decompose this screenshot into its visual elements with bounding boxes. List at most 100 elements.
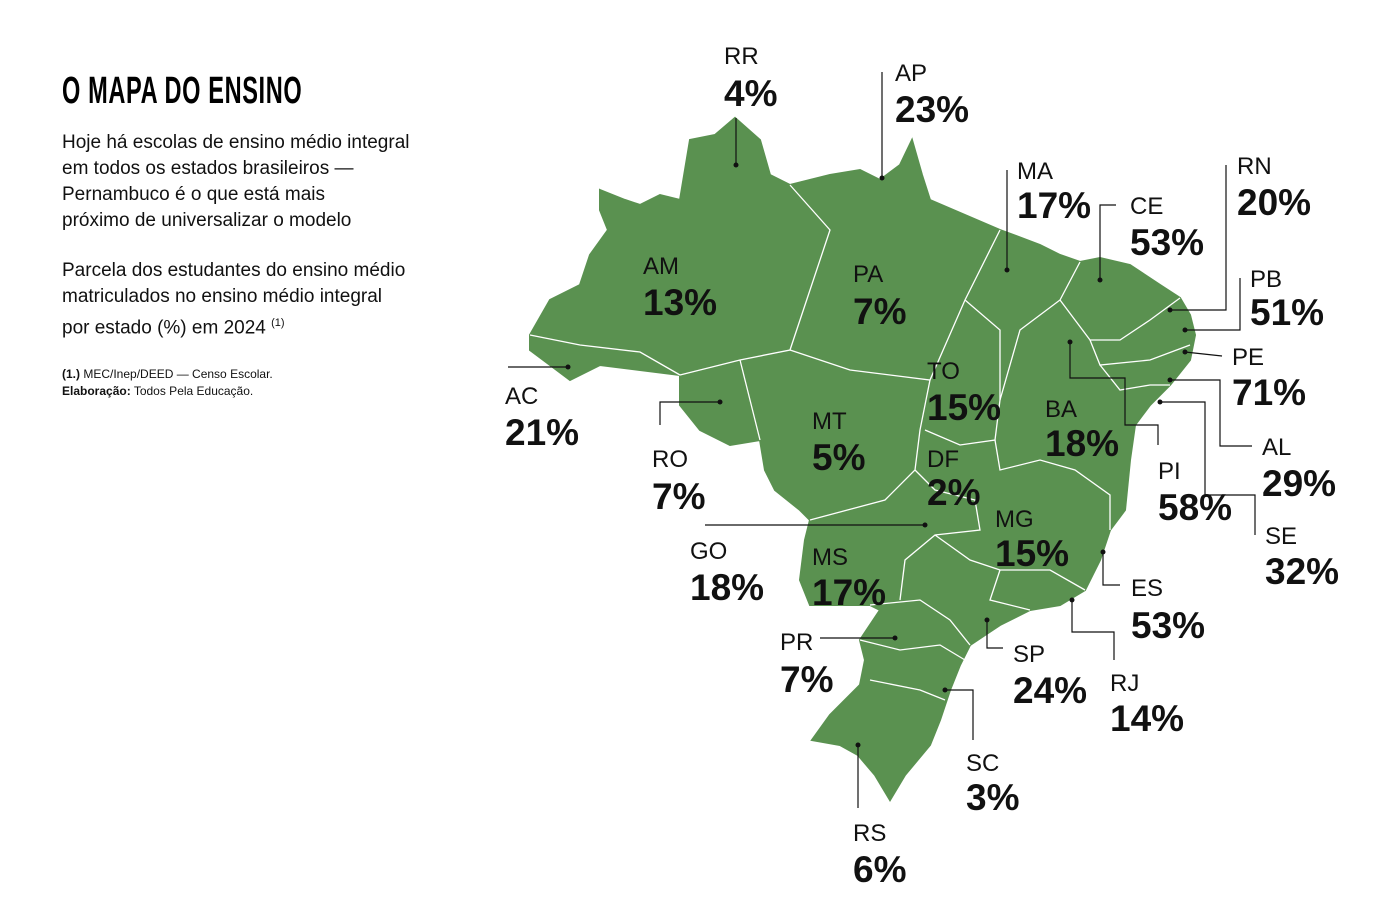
leader-line <box>1170 165 1227 311</box>
state-code: MT <box>812 408 847 435</box>
leader-line <box>986 620 1003 649</box>
leader-line <box>945 689 974 740</box>
state-value: 13% <box>643 282 717 323</box>
state-code: RS <box>853 820 886 847</box>
subtitle-line: matriculados no ensino médio integral <box>62 286 383 307</box>
leader-dot <box>733 162 739 168</box>
subtitle-text: por estado (%) em 2024 <box>62 317 266 339</box>
leader-line <box>659 401 720 425</box>
notes: (1.) MEC/Inep/DEED — Censo Escolar. Elab… <box>62 366 273 400</box>
state-value: 6% <box>853 849 906 890</box>
credit: Elaboração: Todos Pela Educação. <box>62 383 273 400</box>
leader-dot <box>717 399 723 405</box>
leader-dot <box>565 364 571 370</box>
state-value: 7% <box>780 659 833 700</box>
credit-text: Todos Pela Educação. <box>133 384 254 398</box>
subtitle-line: por estado (%) em 2024 (1) <box>62 310 405 341</box>
state-code: RJ <box>1110 670 1139 697</box>
source-text: MEC/Inep/DEED — Censo Escolar. <box>83 367 273 381</box>
state-value: 71% <box>1232 372 1306 413</box>
leader-dot <box>1167 377 1173 383</box>
state-code: MG <box>995 506 1034 533</box>
leader-dot <box>1157 399 1163 405</box>
border <box>924 299 1001 446</box>
border <box>859 639 966 661</box>
intro-line: em todos os estados brasileiros — <box>62 158 354 179</box>
border <box>869 679 946 701</box>
state-code: PB <box>1250 266 1282 293</box>
border <box>1059 297 1181 341</box>
state-code: AM <box>643 253 679 280</box>
state-value: 4% <box>724 73 777 114</box>
leader-dot <box>1167 307 1173 313</box>
source-marker: (1.) <box>62 367 80 381</box>
state-value: 32% <box>1265 551 1339 592</box>
state-borders <box>529 184 1191 701</box>
state-code: MA <box>1017 158 1053 185</box>
state-code: AL <box>1262 434 1291 461</box>
state-code: PI <box>1158 458 1181 485</box>
leader-dot <box>922 522 928 528</box>
leader-line <box>1184 351 1223 357</box>
state-value: 7% <box>652 476 705 517</box>
leader-line <box>1185 278 1241 331</box>
leader-dot <box>855 742 861 748</box>
border <box>739 359 761 441</box>
state-code: RN <box>1237 153 1272 180</box>
title: O MAPA DO ENSINO <box>62 70 303 112</box>
border <box>989 569 1031 611</box>
state-value: 15% <box>927 387 1001 428</box>
state-code: AC <box>505 383 538 410</box>
state-value: 18% <box>690 567 764 608</box>
state-value: 24% <box>1013 670 1087 711</box>
leader-dot <box>879 175 885 181</box>
state-value: 18% <box>1045 423 1119 464</box>
border <box>529 334 681 376</box>
state-code: SE <box>1265 523 1297 550</box>
leader-line <box>1099 204 1116 280</box>
state-code: BA <box>1045 396 1077 423</box>
leader-dot <box>984 617 990 623</box>
state-value: 20% <box>1237 182 1311 223</box>
leader-line <box>1071 600 1115 660</box>
intro-line: Hoje há escolas de ensino médio integral <box>62 132 410 153</box>
border <box>994 439 1111 530</box>
state-value: 15% <box>995 533 1069 574</box>
state-value: 7% <box>853 291 906 332</box>
state-value: 53% <box>1131 605 1205 646</box>
source: (1.) MEC/Inep/DEED — Censo Escolar. <box>62 366 273 383</box>
leader-dot <box>1182 349 1188 355</box>
state-code: SP <box>1013 641 1045 668</box>
state-value: 17% <box>812 572 886 613</box>
leader-line <box>1160 401 1256 535</box>
border <box>899 469 981 601</box>
state-value: 21% <box>505 412 579 453</box>
leader-dot <box>1182 327 1188 333</box>
state-code: PE <box>1232 344 1264 371</box>
state-value: 58% <box>1158 487 1232 528</box>
state-value: 14% <box>1110 698 1184 739</box>
state-code: ES <box>1131 575 1163 602</box>
border <box>999 261 1081 401</box>
state-value: 17% <box>1017 185 1091 226</box>
subtitle-line: Parcela dos estudantes do ensino médio <box>62 260 406 281</box>
state-code: AP <box>895 60 927 87</box>
state-value: 2% <box>927 472 980 513</box>
leader-dot <box>892 635 898 641</box>
leader-line <box>1102 552 1120 586</box>
leader-line <box>1170 379 1252 447</box>
state-value: 51% <box>1250 292 1324 333</box>
credit-label: Elaboração: <box>62 384 131 398</box>
footnote-ref: (1) <box>271 317 285 329</box>
leader-dot <box>1004 267 1010 273</box>
subtitle: Parcela dos estudantes do ensino médio m… <box>62 258 405 341</box>
state-code: PR <box>780 629 813 656</box>
state-code: DF <box>927 446 959 473</box>
leader-dot <box>942 687 948 693</box>
state-value: 23% <box>895 89 969 130</box>
state-value: 3% <box>966 777 1019 818</box>
intro-line: próximo de universalizar o modelo <box>62 210 352 231</box>
